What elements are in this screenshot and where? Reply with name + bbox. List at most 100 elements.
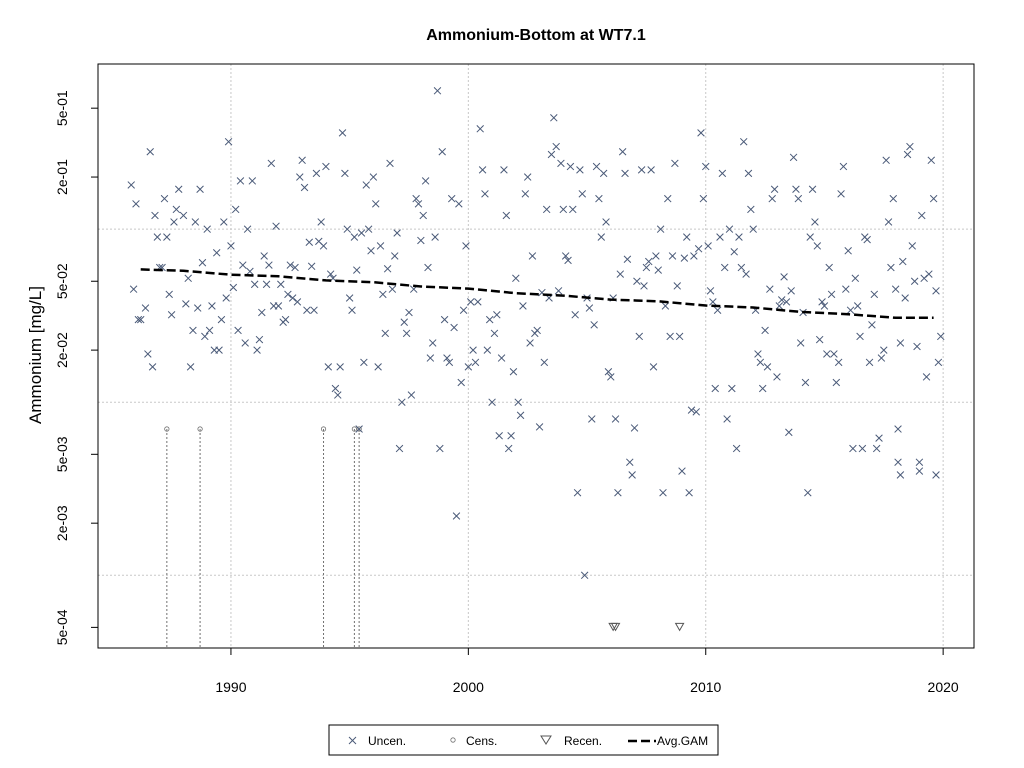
uncensored-point [224,137,233,146]
uncensored-point [573,488,582,497]
uncensored-point [718,169,727,178]
uncensored-point [614,488,622,497]
y-tick-label: 5e-04 [54,609,70,645]
uncensored-point [635,332,644,341]
uncensored-point [858,444,867,453]
uncensored-point [559,205,568,214]
uncensored-point [407,391,416,399]
uncensored-point [227,242,235,250]
y-tick-label: 2e-01 [54,159,70,195]
uncensored-point [146,148,154,156]
x-tick-label: 1990 [215,679,246,695]
uncensored-point [742,270,750,278]
uncensored-point [376,242,385,250]
uncensored-point [782,298,791,306]
uncensored-point [447,194,456,203]
uncensored-point [132,200,140,208]
uncensored-point [884,218,893,226]
uncensored-point [716,233,724,241]
uncensored-point [870,290,879,299]
uncensored-point [894,425,902,433]
uncensored-point [713,306,722,314]
uncensored-point [637,166,646,174]
uncensored-point [369,173,378,181]
uncensored-point [388,285,397,293]
uncensored-point [853,302,862,310]
uncensored-point [623,255,632,263]
uncensored-point [578,190,587,198]
uncensored-point [464,363,473,371]
uncensored-point [692,408,700,416]
uncensored-point [440,315,449,324]
uncensored-point [842,285,850,293]
uncensored-point [825,263,833,272]
uncensored-point [186,363,195,371]
uncensored-point [811,218,819,226]
uncensored-point [236,177,245,185]
uncensored-point [728,384,736,393]
uncensored-point [602,218,610,226]
uncensored-point [730,248,738,256]
uncensored-point [452,512,461,520]
uncensored-point [509,367,518,376]
uncensored-point [334,391,342,399]
uncensored-point [654,266,663,274]
uncensored-point [191,218,200,226]
uncensored-point [732,444,741,453]
uncensored-point [386,159,394,168]
x-tick-label: 2020 [928,679,959,695]
uncensored-point [331,384,340,393]
uncensored-point [756,358,765,367]
uncensored-point [894,458,902,466]
uncensored-point [255,335,264,344]
uncensored-point [239,261,247,269]
uncensored-point [540,358,549,367]
uncensored-point [163,233,171,241]
uncensored-point [616,270,625,278]
uncensored-point [645,257,653,266]
uncensored-point [937,332,945,341]
uncensored-point [599,169,608,178]
uncensored-point [412,194,420,203]
uncensored-point [630,424,639,432]
uncensored-point [144,350,152,358]
uncensored-point [901,294,909,302]
uncensored-point [744,169,753,178]
uncensored-point [179,211,188,220]
uncensored-point [419,211,427,220]
uncensored-point [402,329,411,338]
uncensored-point [184,274,192,283]
uncensored-point [877,354,886,362]
uncensored-point [766,285,774,293]
uncensored-point [899,257,907,266]
uncensored-point [777,296,786,304]
uncensored-point [547,150,556,159]
uncensored-point [231,205,240,214]
uncensored-point [500,166,508,174]
uncensored-point [569,205,577,214]
uncensored-point [307,262,316,271]
y-axis: 5e-04 2e-03 5e-03 2e-02 5e-02 2e-01 5e-01 [54,90,98,645]
uncensored-point [516,411,525,420]
uncensored-point [910,277,919,285]
uncensored-point [723,415,731,423]
uncensored-point [796,339,805,347]
legend-item-cens: Cens. [450,734,497,748]
uncensored-point [421,177,430,185]
legend: Uncen. Cens. Recen. Avg.GAM [328,724,719,756]
uncensored-point [274,302,283,310]
uncensored-point [424,263,432,272]
uncensored-point [673,282,682,290]
uncensored-point [521,190,530,198]
uncensored-point [172,205,181,214]
uncensored-point [182,300,190,308]
uncensored-point [312,169,321,178]
uncensored-point [846,306,855,314]
uncensored-point [478,166,487,174]
uncensored-point [260,252,268,260]
uncensored-point [265,261,273,269]
uncensored-point [820,302,829,310]
uncensored-point [241,339,249,347]
uncensored-point [576,166,584,174]
uncensored-point [483,346,492,354]
